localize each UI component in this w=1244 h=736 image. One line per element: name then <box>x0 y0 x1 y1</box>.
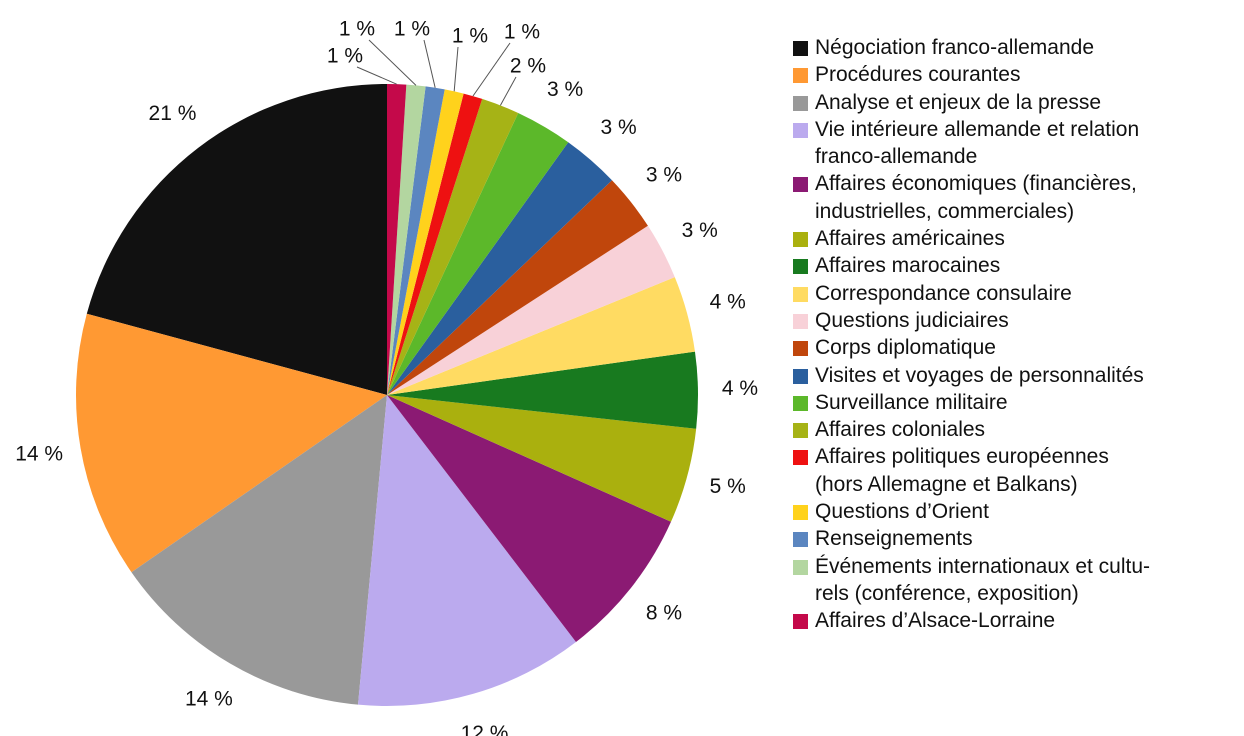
legend-label: Affaires d’Alsace-Lorraine <box>815 609 1056 633</box>
data-label: 4 % <box>722 377 758 400</box>
legend-item: Visites et voyages de personnalités <box>793 362 1243 389</box>
pie-slice <box>358 395 577 707</box>
data-label: 8 % <box>646 601 682 624</box>
data-label: 14 % <box>185 687 233 710</box>
legend-label: Correspondance consulaire <box>815 281 1072 305</box>
legend-label: Affaires marocaines <box>815 254 1001 278</box>
legend-swatch <box>793 313 808 329</box>
pie-slice <box>131 395 387 705</box>
data-label: 1 % <box>339 18 375 41</box>
pie-slice <box>387 84 426 396</box>
legend-label: Affaires politiques européennes (hors Al… <box>815 445 1109 496</box>
leader-line <box>368 39 417 86</box>
legend-swatch <box>793 559 808 575</box>
legend-label: Affaires coloniales <box>815 418 986 442</box>
legend-swatch <box>793 286 808 302</box>
legend-label: Surveillance militaire <box>815 390 1008 414</box>
legend-swatch <box>793 95 808 111</box>
data-label: 1 % <box>327 45 363 68</box>
data-label: 5 % <box>710 475 746 498</box>
legend-label: Corps diplomatique <box>815 336 996 360</box>
pie-slice <box>387 180 648 395</box>
legend-label: Négociation franco-allemande <box>815 36 1094 59</box>
legend-swatch <box>793 177 808 193</box>
legend-item: Correspondance consulaire <box>793 280 1243 307</box>
data-label: 4 % <box>710 290 746 313</box>
legend-item: Événements internationaux et cultu- rels… <box>793 553 1243 608</box>
data-label: 14 % <box>15 443 63 466</box>
legend-item: Affaires marocaines <box>793 252 1243 279</box>
legend-swatch <box>793 341 808 357</box>
legend-item: Procédures courantes <box>793 61 1243 88</box>
legend-swatch <box>793 368 808 384</box>
pie-slice <box>387 395 697 522</box>
legend-item: Négociation franco-allemande <box>793 34 1243 61</box>
data-label: 21 % <box>149 102 197 125</box>
pie-slice <box>387 84 407 395</box>
pie-slice <box>387 86 445 396</box>
legend-swatch <box>793 232 808 248</box>
leader-line <box>453 46 459 92</box>
legend-label: Questions judiciaires <box>815 308 1009 332</box>
legend-item: Questions d’Orient <box>793 498 1243 525</box>
legend-item: Affaires coloniales <box>793 416 1243 443</box>
legend-swatch <box>793 614 808 630</box>
pie-slice <box>86 84 388 395</box>
legend-item: Surveillance militaire <box>793 389 1243 416</box>
legend-swatch <box>793 41 808 56</box>
leader-line <box>356 66 397 85</box>
leader-line <box>499 76 517 106</box>
legend-label: Questions d’Orient <box>815 500 989 524</box>
leader-line <box>472 42 511 97</box>
legend-item: Affaires politiques européennes (hors Al… <box>793 443 1243 498</box>
legend-swatch <box>793 450 808 466</box>
pie-slice <box>75 313 387 573</box>
pie-slice <box>387 113 569 396</box>
legend-item: Renseignements <box>793 525 1243 552</box>
legend-item: Affaires d’Alsace-Lorraine <box>793 607 1243 634</box>
pie-slice <box>387 351 698 429</box>
data-label: 12 % <box>461 722 509 736</box>
leader-line <box>423 39 436 88</box>
data-label: 3 % <box>547 78 583 101</box>
legend-item: Questions judiciaires <box>793 307 1243 334</box>
data-label: 3 % <box>682 219 718 242</box>
legend-item: Corps diplomatique <box>793 334 1243 361</box>
pie-slice <box>387 93 483 396</box>
data-label: 1 % <box>504 21 540 44</box>
pie-slice <box>387 225 675 395</box>
data-label: 1 % <box>394 18 430 41</box>
legend-label: Événements internationaux et cultu- rels… <box>815 554 1151 605</box>
legend-label: Analyse et enjeux de la presse <box>815 90 1102 114</box>
legend: Négociation franco-allemande Procédures c… <box>793 34 1243 635</box>
legend-label: Procédures courantes <box>815 63 1021 87</box>
legend-swatch <box>793 505 808 521</box>
pie-area: 21 % 14 % 14 % 12 % 8 % 5 % 4 % 4 % 3 % 3 % 3 % 3 %… <box>15 18 758 736</box>
legend-item: Affaires américaines <box>793 225 1243 252</box>
data-label: 1 % <box>452 25 488 48</box>
legend-label: Vie intérieure allemande et relation fra… <box>815 117 1140 169</box>
legend-label: Affaires américaines <box>815 227 1005 251</box>
legend-label: Renseignements <box>815 527 973 551</box>
legend-item: Affaires économiques (financières, indus… <box>793 170 1243 225</box>
pie-slice <box>387 395 671 642</box>
pie-slice <box>387 98 519 396</box>
legend-label: Affaires économiques (financières, indus… <box>815 172 1137 223</box>
pie-slice <box>387 277 695 395</box>
data-label: 3 % <box>600 116 636 139</box>
legend-swatch <box>793 423 808 439</box>
legend-swatch <box>793 395 808 411</box>
data-label: 2 % <box>510 55 546 78</box>
legend-label: Visites et voyages de personnalités <box>815 363 1144 387</box>
legend-swatch <box>793 532 808 548</box>
pie-slice <box>387 142 612 395</box>
data-label: 3 % <box>646 164 682 187</box>
legend-item: Analyse et enjeux de la presse <box>793 89 1243 116</box>
legend-swatch <box>793 259 808 275</box>
pie-slice <box>387 89 464 395</box>
legend-swatch <box>793 68 808 84</box>
legend-swatch <box>793 122 808 138</box>
legend-item: Vie intérieure allemande et relation fra… <box>793 116 1243 171</box>
